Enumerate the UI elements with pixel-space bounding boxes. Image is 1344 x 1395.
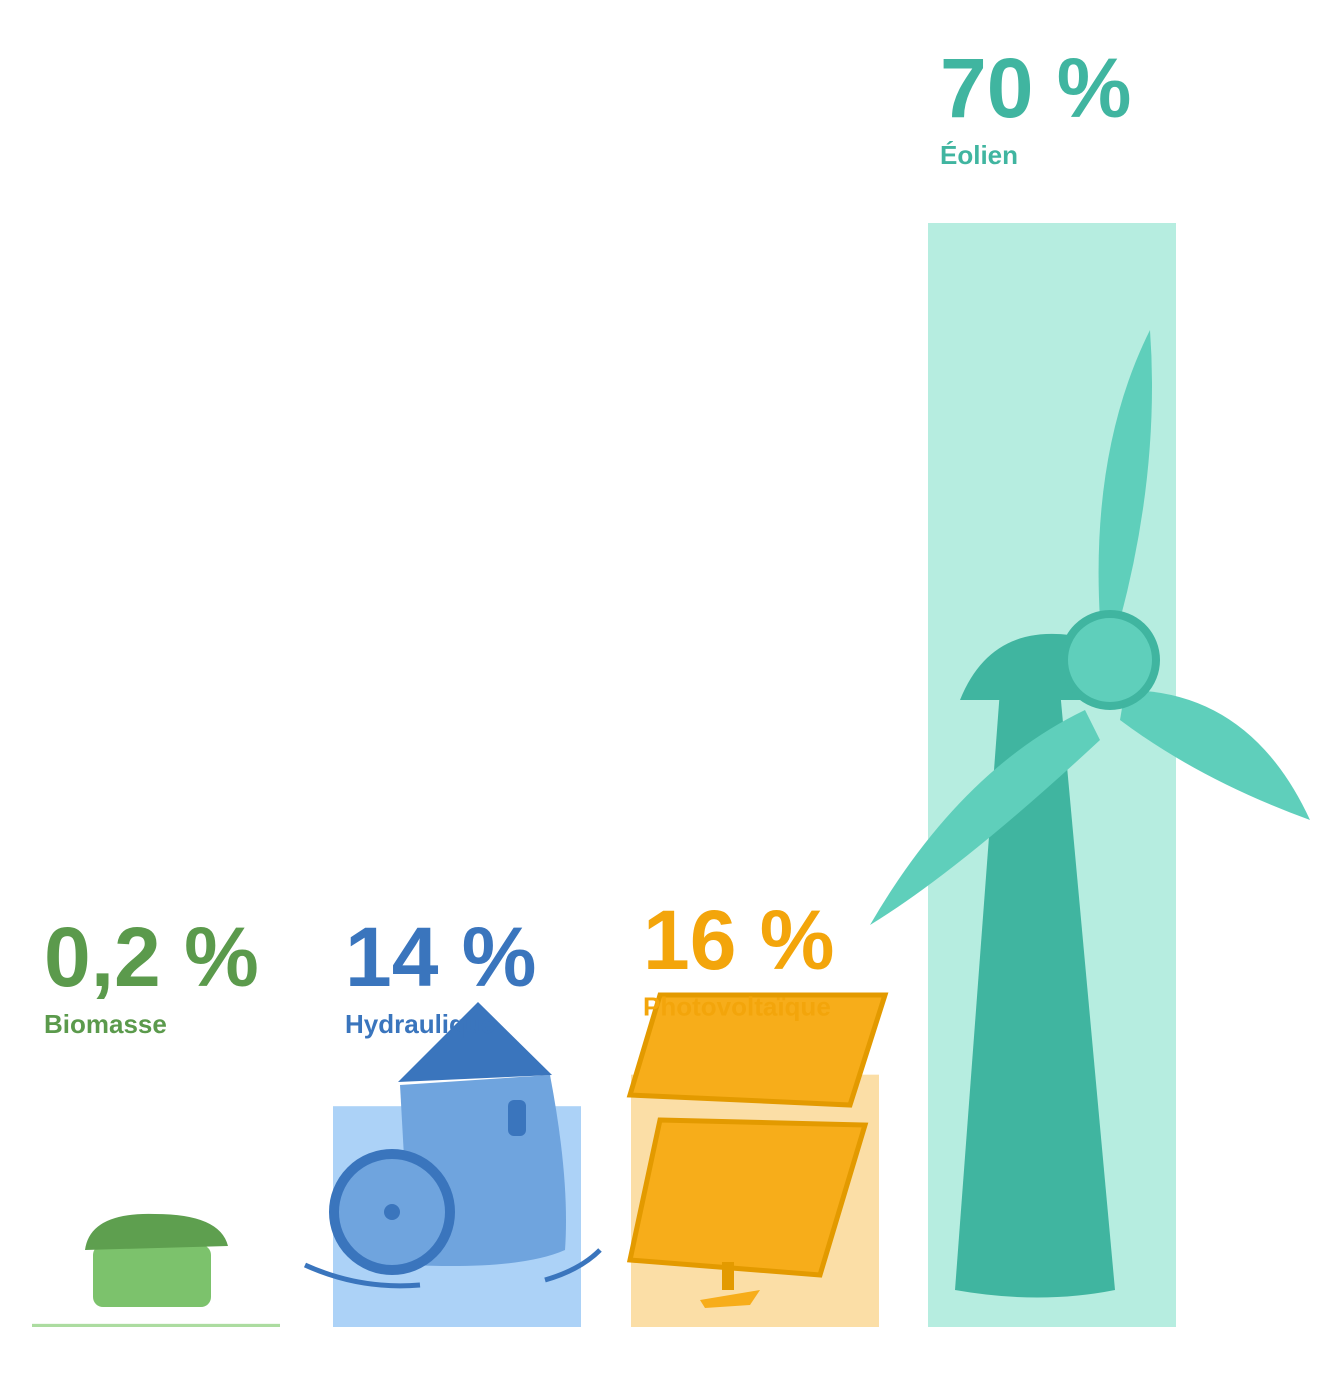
bar (32, 1323, 280, 1327)
illustrations (85, 330, 1310, 1308)
biomass-icon (85, 1213, 228, 1307)
solar-panel-icon (626, 992, 889, 1308)
category-label: Hydraulique (345, 1009, 495, 1039)
category-label: Photovoltaïque (643, 992, 831, 1022)
category-label: Éolien (940, 140, 1018, 170)
water-mill-icon (303, 1002, 602, 1289)
value-label: 70 % (940, 41, 1131, 135)
value-label: 14 % (345, 910, 536, 1004)
wind-turbine-icon (870, 330, 1310, 1298)
category-label: Biomasse (44, 1009, 167, 1039)
value-label: 16 % (643, 893, 834, 987)
labels: 0,2 % Biomasse 14 % Hydraulique 16 % Photovol… (44, 41, 1131, 1039)
value-label: 0,2 % (44, 910, 259, 1004)
